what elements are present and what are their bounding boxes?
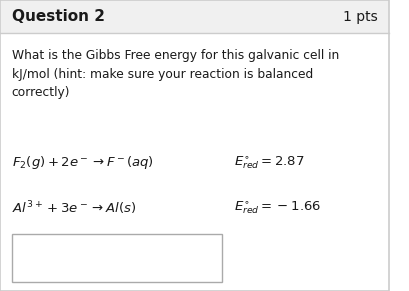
Text: Question 2: Question 2	[12, 9, 105, 24]
Text: $E^{\circ}_{red} = 2.87$: $E^{\circ}_{red} = 2.87$	[234, 154, 304, 171]
Text: $F_2(g) + 2e^- \rightarrow F^-(aq)$: $F_2(g) + 2e^- \rightarrow F^-(aq)$	[12, 154, 154, 171]
Text: $Al^{3+} + 3e^- \rightarrow Al(s)$: $Al^{3+} + 3e^- \rightarrow Al(s)$	[12, 199, 136, 217]
Text: 1 pts: 1 pts	[343, 10, 378, 24]
Text: $E^{\circ}_{red} = -1.66$: $E^{\circ}_{red} = -1.66$	[234, 199, 321, 216]
FancyBboxPatch shape	[0, 0, 389, 33]
FancyBboxPatch shape	[12, 234, 222, 282]
Text: What is the Gibbs Free energy for this galvanic cell in
kJ/mol (hint: make sure : What is the Gibbs Free energy for this g…	[12, 49, 339, 100]
